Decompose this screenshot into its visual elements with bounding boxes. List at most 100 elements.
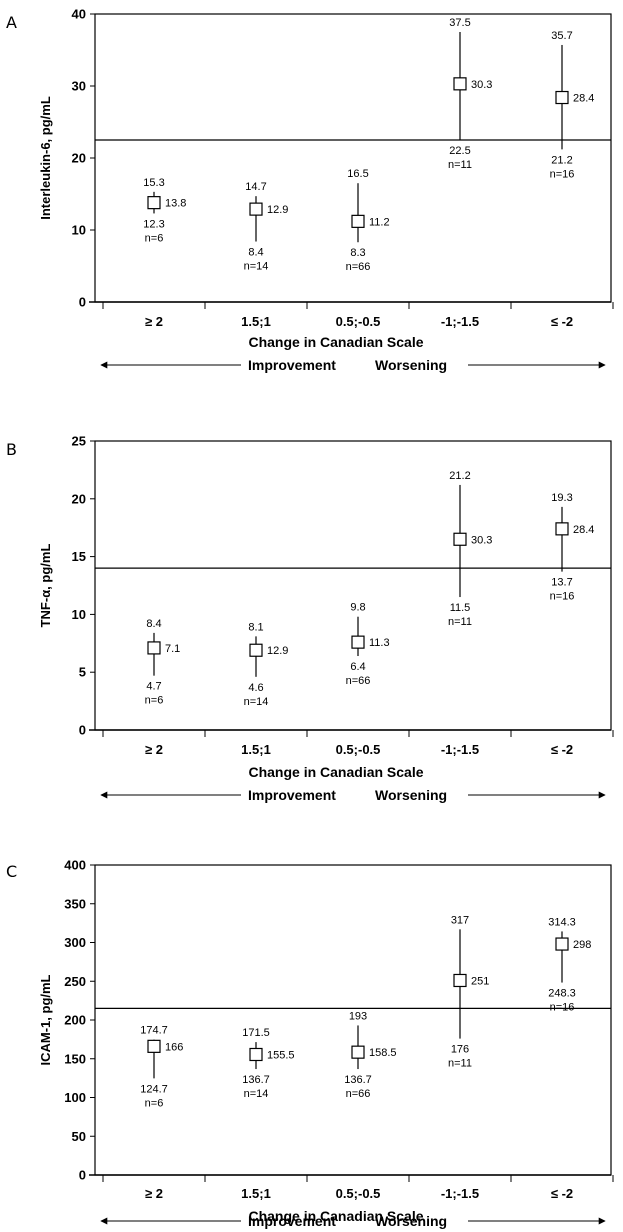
upper-value-label: 16.5: [347, 168, 368, 180]
x-axis-title: Change in Canadian Scale: [248, 764, 423, 780]
center-value-label: 11.3: [369, 637, 390, 649]
x-tick-label: 0.5;-0.5: [336, 314, 381, 329]
y-tick-label: 0: [79, 723, 86, 738]
data-point-marker: [147, 641, 161, 655]
lower-value-label: 12.3: [143, 218, 164, 230]
center-value-label: 251: [471, 975, 489, 987]
center-value-label: 28.4: [573, 93, 594, 105]
n-label: n=66: [346, 1088, 371, 1100]
upper-value-label: 171.5: [242, 1027, 270, 1039]
y-tick-label: 30: [72, 79, 86, 94]
upper-value-label: 9.8: [350, 602, 365, 614]
y-tick-label: 300: [64, 935, 86, 950]
x-tick-label: 1.5;1: [241, 1186, 271, 1201]
improvement-label: Improvement: [248, 1213, 336, 1229]
lower-value-label: 4.7: [146, 681, 161, 693]
x-tick-label: 0.5;-0.5: [336, 1186, 381, 1201]
upper-value-label: 193: [349, 1010, 367, 1022]
center-value-label: 298: [573, 939, 591, 951]
lower-value-label: 22.5: [449, 145, 470, 157]
data-point-marker: [147, 196, 161, 210]
lower-value-label: 176: [451, 1044, 469, 1056]
panel-a: A 0 10 20 30 40 Interleukin-6, pg/mL 13.815.3 12…: [6, 7, 614, 373]
data-point-marker: [555, 90, 569, 105]
data-point-marker: [351, 1045, 365, 1059]
data-point-marker: [555, 937, 569, 951]
worsening-label: Worsening: [375, 787, 447, 803]
panel-letter: C: [6, 862, 17, 881]
lower-value-label: 136.7: [344, 1074, 372, 1086]
panel-letter: A: [6, 13, 17, 32]
n-label: n=14: [244, 1088, 269, 1100]
n-label: n=11: [448, 1058, 472, 1070]
data-point-marker: [351, 635, 365, 649]
lower-value-label: 8.3: [350, 247, 365, 259]
x-axis-title: Change in Canadian Scale: [248, 1208, 423, 1224]
y-axis-title: TNF-α, pg/mL: [38, 544, 53, 628]
n-label: n=16: [550, 1002, 575, 1014]
center-value-label: 11.2: [369, 216, 390, 228]
upper-value-label: 174.7: [140, 1025, 168, 1037]
upper-value-label: 317: [451, 914, 469, 926]
x-tick-label: ≤ -2: [551, 742, 573, 757]
center-value-label: 7.1: [165, 643, 180, 655]
x-tick-label: ≥ 2: [145, 742, 163, 757]
worsening-label: Worsening: [375, 357, 447, 373]
y-tick-label: 400: [64, 858, 86, 873]
n-label: n=6: [145, 695, 164, 707]
lower-value-label: 13.7: [551, 577, 572, 589]
data-point-marker: [453, 532, 467, 546]
center-value-label: 12.9: [267, 204, 288, 216]
data-point-marker: [453, 973, 467, 988]
x-tick-label: 1.5;1: [241, 742, 271, 757]
n-label: n=11: [448, 159, 472, 171]
x-tick-label: ≥ 2: [145, 1186, 163, 1201]
x-tick-label: -1;-1.5: [441, 742, 479, 757]
lower-value-label: 4.6: [248, 682, 263, 694]
improvement-label: Improvement: [248, 357, 336, 373]
data-point-marker: [249, 643, 263, 657]
n-label: n=14: [244, 696, 269, 708]
lower-value-label: 21.2: [551, 154, 572, 166]
lower-value-label: 248.3: [548, 988, 576, 1000]
data-point-marker: [555, 522, 569, 536]
data-point-marker: [249, 1047, 263, 1062]
upper-value-label: 314.3: [548, 916, 576, 928]
worsening-label: Worsening: [375, 1213, 447, 1229]
x-tick-label: -1;-1.5: [441, 314, 479, 329]
n-label: n=66: [346, 261, 371, 273]
y-tick-label: 0: [79, 1168, 86, 1183]
n-label: n=16: [550, 591, 575, 603]
panel-letter: B: [6, 440, 17, 459]
data-point-marker: [249, 202, 263, 216]
x-tick-label: ≥ 2: [145, 314, 163, 329]
y-axis-title: Interleukin-6, pg/mL: [38, 96, 53, 220]
center-value-label: 13.8: [165, 198, 186, 210]
lower-value-label: 6.4: [350, 661, 365, 673]
y-tick-label: 250: [64, 974, 86, 989]
y-tick-label: 150: [64, 1051, 86, 1066]
panel-c: C 0 50 100 150 200 250 300 350 400 ICAM-1, pg/mL 16…: [6, 858, 614, 1229]
y-tick-label: 20: [72, 491, 86, 506]
center-value-label: 166: [165, 1041, 183, 1053]
x-tick-label: -1;-1.5: [441, 1186, 479, 1201]
x-tick-label: 1.5;1: [241, 314, 271, 329]
y-tick-label: 25: [72, 434, 86, 449]
center-value-label: 12.9: [267, 645, 288, 657]
y-tick-label: 5: [79, 665, 86, 680]
n-label: n=66: [346, 675, 371, 687]
upper-value-label: 8.4: [146, 618, 161, 630]
y-tick-label: 200: [64, 1013, 86, 1028]
y-tick-label: 50: [72, 1129, 86, 1144]
n-label: n=14: [244, 261, 269, 273]
x-tick-label: 0.5;-0.5: [336, 742, 381, 757]
upper-value-label: 14.7: [245, 181, 266, 193]
lower-value-label: 136.7: [242, 1074, 270, 1086]
y-tick-label: 0: [79, 295, 86, 310]
upper-value-label: 19.3: [551, 492, 572, 504]
upper-value-label: 8.1: [248, 621, 263, 633]
data-point-marker: [453, 77, 467, 91]
upper-value-label: 35.7: [551, 30, 572, 42]
y-tick-label: 350: [64, 896, 86, 911]
